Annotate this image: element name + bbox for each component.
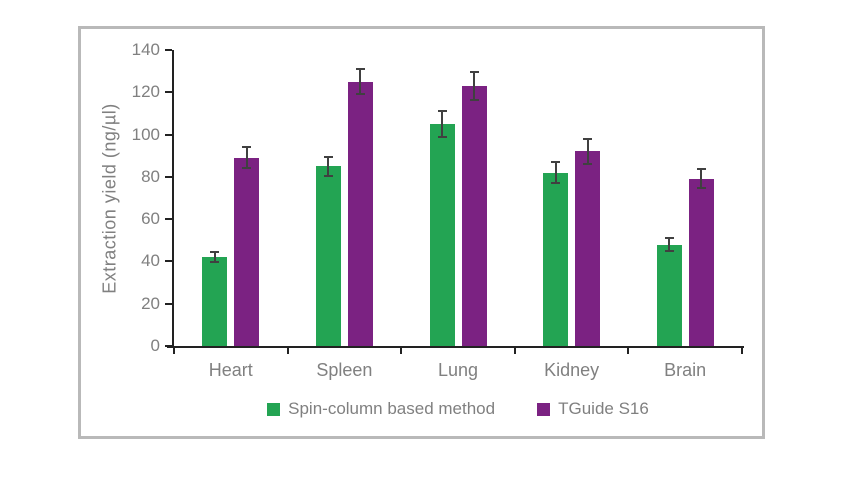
error-bar: [359, 69, 362, 95]
y-tick-label: 60: [141, 209, 160, 229]
error-bar: [554, 162, 557, 184]
y-tick-label: 100: [131, 124, 160, 144]
legend-label: Spin-column based method: [288, 399, 496, 418]
error-bar-cap-bottom: [664, 249, 674, 252]
x-category-label: Spleen: [316, 360, 373, 380]
y-tick: [165, 345, 172, 347]
error-bar: [668, 238, 671, 251]
error-bar-cap-bottom: [551, 182, 561, 185]
y-tick-label: 140: [131, 40, 160, 59]
y-tick-label: 40: [141, 251, 160, 271]
error-bar-cap-top: [242, 146, 252, 149]
x-tick: [627, 348, 630, 354]
y-tick-label: 80: [141, 166, 160, 186]
bar-spin-column-based-method-lung: [429, 124, 455, 346]
error-bar-cap-bottom: [437, 135, 447, 138]
x-tick: [286, 348, 289, 354]
y-tick: [165, 260, 172, 263]
error-bar: [441, 111, 443, 137]
error-bar-cap-bottom: [210, 261, 220, 264]
error-bar: [700, 169, 703, 189]
bar-tguide-s16-kidney: [575, 151, 601, 346]
y-tick-label: 0: [150, 336, 160, 355]
error-bar-cap-top: [323, 155, 333, 158]
x-category-label: Kidney: [544, 360, 600, 380]
x-tick: [513, 348, 516, 354]
legend-swatch: [537, 402, 551, 416]
error-bar-cap-bottom: [323, 174, 333, 177]
x-tick: [741, 348, 743, 354]
x-category-label: Brain: [664, 360, 707, 380]
y-tick-label: 120: [131, 82, 160, 102]
y-axis-line: [172, 50, 174, 348]
y-tick: [165, 302, 172, 305]
y-tick: [165, 175, 172, 178]
bar-spin-column-based-method-spleen: [315, 166, 341, 346]
y-tick: [165, 91, 172, 94]
error-bar: [586, 138, 589, 165]
y-tick-label: 20: [141, 293, 160, 313]
error-bar-cap-top: [210, 250, 220, 253]
error-bar-cap-bottom: [583, 163, 593, 166]
error-bar: [327, 156, 330, 176]
legend: Spin-column based method TGuide S16: [174, 399, 742, 419]
x-axis-line: [167, 346, 744, 348]
error-bar-cap-bottom: [242, 167, 252, 170]
error-bar-cap-top: [355, 68, 365, 71]
error-bar-cap-bottom: [696, 187, 706, 190]
error-bar-cap-top: [696, 168, 706, 171]
error-bar: [213, 251, 216, 263]
error-bar-cap-top: [437, 110, 447, 113]
plot-area: 0 20 40 60 80 100 120 140 Heart Spleen Lung Kidney B…: [132, 40, 744, 380]
bar-tguide-s16-brain: [688, 178, 714, 346]
bar-spin-column-based-method-heart: [202, 257, 228, 346]
error-bar-cap-bottom: [355, 93, 365, 96]
x-category-label: Heart: [208, 360, 253, 380]
legend-item: TGuide S16: [537, 399, 649, 419]
error-bar-cap-top: [551, 161, 561, 164]
error-bar-cap-top: [469, 71, 479, 74]
error-bar-cap-bottom: [469, 98, 479, 101]
bar-tguide-s16-lung: [461, 85, 487, 346]
bar-tguide-s16-spleen: [347, 81, 373, 346]
error-bar-cap-top: [583, 137, 593, 140]
x-category-label: Lung: [437, 360, 478, 380]
legend-label: TGuide S16: [558, 399, 649, 418]
error-bar-cap-top: [664, 237, 674, 240]
y-tick: [165, 49, 172, 51]
x-tick: [173, 348, 175, 354]
bar-tguide-s16-heart: [234, 157, 260, 346]
legend-item: Spin-column based method: [267, 399, 495, 419]
bar-spin-column-based-method-kidney: [543, 172, 569, 346]
legend-swatch: [267, 402, 281, 416]
x-tick: [400, 348, 403, 354]
y-tick: [165, 133, 172, 136]
error-bar: [473, 72, 475, 100]
bar-spin-column-based-method-brain: [656, 244, 682, 346]
y-tick: [165, 218, 172, 221]
chart-panel: Extraction yield (ng/µl) 0 20 40 60 80 100 120…: [78, 26, 765, 439]
error-bar: [245, 147, 248, 169]
